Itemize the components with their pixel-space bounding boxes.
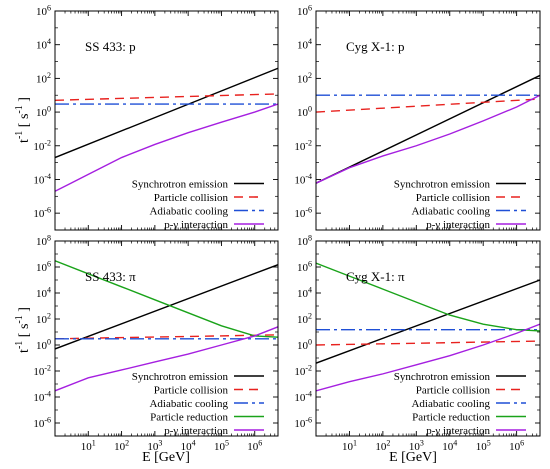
legend-label: Particle collision bbox=[154, 385, 229, 397]
legend-label: Synchrotron emission bbox=[132, 179, 229, 191]
y-tick-label: 102 bbox=[36, 312, 51, 327]
legend-label: Synchrotron emission bbox=[132, 371, 229, 383]
chart-panel-3: 101 102 103 104 105 10610-610-410-21001021041… bbox=[33, 234, 279, 454]
chart-panel-1: 10-6 10-4 10-2 100 102 104 106 SS 433: p Synchro… bbox=[33, 4, 279, 231]
y-tick-label: 106 bbox=[36, 4, 51, 19]
legend-label: p-γ interaction bbox=[426, 219, 490, 231]
y-tick-label: 100 bbox=[36, 105, 51, 120]
chart-title: SS 433: p bbox=[85, 39, 136, 54]
y-axis-label-bottom: t-1 [ s-1 ] bbox=[14, 307, 32, 353]
y-tick-label: 10-2 bbox=[33, 138, 51, 153]
y-tick-label: 10-2 bbox=[294, 364, 312, 379]
y-tick-label: 108 bbox=[297, 234, 312, 249]
legend-label: Synchrotron emission bbox=[394, 371, 491, 383]
y-tick-label: 106 bbox=[297, 4, 312, 19]
y-tick-label: 102 bbox=[297, 312, 312, 327]
y-tick-label: 104 bbox=[297, 286, 312, 301]
x-tick-label: 104 bbox=[181, 439, 196, 454]
y-tick-label: 10-6 bbox=[294, 206, 312, 221]
chart-title: Cyg X-1: p bbox=[346, 39, 405, 54]
series-line-synchrotron-emission bbox=[316, 279, 540, 364]
legend-label: Particle reduction bbox=[412, 412, 490, 424]
legend-label: Adiabatic cooling bbox=[149, 398, 228, 410]
series-line-synchrotron-emission bbox=[316, 74, 540, 184]
series-line-p-gamma-interaction bbox=[55, 326, 278, 392]
legend-label: Particle reduction bbox=[150, 412, 228, 424]
y-tick-label: 106 bbox=[36, 260, 51, 275]
y-tick-label: 102 bbox=[36, 71, 51, 86]
y-axis-label-top: t-1 [ s-1 ] bbox=[14, 97, 32, 143]
legend-label: Adiabatic cooling bbox=[411, 398, 490, 410]
y-tick-label: 106 bbox=[297, 260, 312, 275]
plot-frame bbox=[315, 10, 541, 231]
x-tick-label: 101 bbox=[81, 439, 96, 454]
legend-label: Synchrotron emission bbox=[394, 179, 491, 191]
legend-label: p-γ interaction bbox=[164, 219, 228, 231]
x-tick-label: 106 bbox=[509, 439, 524, 454]
y-tick-label: 104 bbox=[297, 37, 312, 52]
x-tick-label: 105 bbox=[476, 439, 491, 454]
chart-title: Cyg X-1: π bbox=[346, 269, 405, 284]
y-tick-label: 104 bbox=[36, 286, 51, 301]
plot-frame bbox=[315, 240, 541, 437]
x-axis-label-left: E [GeV] bbox=[142, 450, 190, 465]
legend-label: p-γ interaction bbox=[164, 425, 228, 437]
chart-panel-4: 101 102 103 104 105 10610-610-410-21001021041… bbox=[294, 234, 541, 454]
legend-label: Particle collision bbox=[416, 192, 491, 204]
y-tick-label: 10-4 bbox=[294, 172, 312, 187]
chart-title: SS 433: π bbox=[85, 269, 136, 284]
x-tick-label: 101 bbox=[342, 439, 357, 454]
x-tick-label: 102 bbox=[114, 439, 129, 454]
series-line-particle-collision bbox=[316, 98, 540, 113]
legend-label: Particle collision bbox=[154, 192, 229, 204]
y-tick-label: 10-2 bbox=[294, 138, 312, 153]
y-tick-label: 102 bbox=[297, 71, 312, 86]
series-line-particle-reduction bbox=[316, 262, 540, 332]
x-tick-label: 106 bbox=[247, 439, 262, 454]
series-line-particle-collision bbox=[55, 93, 278, 101]
series-line-p-gamma-interaction bbox=[316, 323, 540, 392]
y-tick-label: 10-6 bbox=[33, 206, 51, 221]
x-tick-label: 105 bbox=[214, 439, 229, 454]
y-tick-label: 10-4 bbox=[33, 390, 51, 405]
chart-panel-2: 10-6 10-4 10-2 100 102 104 106 Cyg X-1: p Synchr… bbox=[294, 4, 541, 231]
y-tick-label: 10-2 bbox=[33, 364, 51, 379]
series-line-particle-collision bbox=[316, 340, 540, 346]
plot-frame bbox=[54, 240, 279, 437]
y-tick-label: 10-4 bbox=[33, 172, 51, 187]
plot-frame bbox=[54, 10, 279, 231]
series-line-synchrotron-emission bbox=[55, 264, 278, 350]
series-line-synchrotron-emission bbox=[55, 67, 278, 159]
legend-label: p-γ interaction bbox=[426, 425, 490, 437]
legend-label: Particle collision bbox=[416, 385, 491, 397]
y-tick-label: 100 bbox=[297, 105, 312, 120]
y-tick-label: 104 bbox=[36, 37, 51, 52]
y-tick-label: 10-6 bbox=[33, 416, 51, 431]
y-tick-label: 108 bbox=[36, 234, 51, 249]
y-tick-label: 10-6 bbox=[294, 416, 312, 431]
series-line-p-gamma-interaction bbox=[316, 94, 540, 184]
y-tick-label: 100 bbox=[36, 338, 51, 353]
x-axis-label-right: E [GeV] bbox=[389, 450, 437, 465]
y-tick-label: 100 bbox=[297, 338, 312, 353]
y-tick-label: 10-4 bbox=[294, 390, 312, 405]
series-line-particle-reduction bbox=[55, 260, 278, 338]
x-tick-label: 104 bbox=[442, 439, 457, 454]
legend-label: Adiabatic cooling bbox=[149, 206, 228, 218]
legend-label: Adiabatic cooling bbox=[411, 206, 490, 218]
series-line-p-gamma-interaction bbox=[55, 103, 278, 192]
